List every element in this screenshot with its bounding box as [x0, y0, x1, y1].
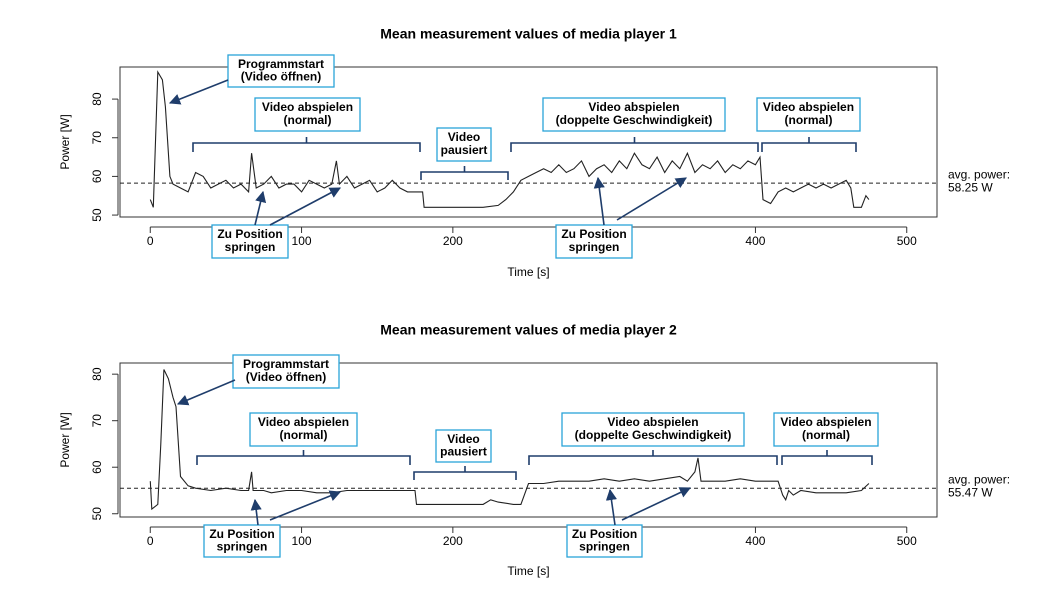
annotation-text: Programmstart [243, 357, 329, 371]
annotation-text: Zu Position [209, 527, 274, 541]
x-axis-label: Time [s] [507, 564, 549, 578]
chart-title: Mean measurement values of media player … [380, 322, 677, 338]
x-tick-label: 400 [745, 234, 765, 248]
y-tick-label: 80 [90, 367, 104, 381]
x-tick-label: 200 [443, 234, 463, 248]
y-axis-label: Power [W] [58, 114, 72, 169]
y-tick-label: 60 [90, 460, 104, 474]
annotation-text: Programmstart [238, 57, 324, 71]
annotation-box [555, 224, 633, 259]
arrow [621, 487, 692, 521]
annotation-box [773, 412, 879, 447]
arrow [616, 177, 687, 221]
annotation-box [436, 127, 492, 162]
annotation-text: (normal) [280, 428, 328, 442]
annotation-box [227, 54, 335, 88]
power-line [149, 369, 870, 511]
arrow [605, 488, 617, 526]
average-value: 55.47 W [948, 485, 993, 499]
annotation-text: Video [448, 130, 480, 144]
annotation-text: (normal) [785, 113, 833, 127]
x-tick-label: 500 [897, 534, 917, 548]
annotation-text: Video abspielen [780, 415, 871, 429]
arrow [250, 498, 262, 526]
x-tick-label: 100 [292, 234, 312, 248]
annotation-text: Video abspielen [607, 415, 698, 429]
annotation-text: springen [569, 240, 620, 254]
bracket [528, 450, 778, 465]
annotation-text: (normal) [802, 428, 850, 442]
annotation-text: Zu Position [572, 527, 637, 541]
annotation-box [435, 429, 492, 463]
annotation-box [203, 524, 281, 558]
y-tick-label: 60 [90, 169, 104, 183]
bracket [510, 137, 759, 152]
annotation-text: (normal) [284, 113, 332, 127]
y-tick-label: 50 [90, 208, 104, 222]
annotation-text: (doppelte Geschwindigkeit) [575, 428, 732, 442]
annotation-text: Video abspielen [262, 100, 353, 114]
annotation-text: Video abspielen [763, 100, 854, 114]
x-axis-label: Time [s] [507, 265, 549, 279]
annotation-text: Zu Position [561, 227, 626, 241]
x-tick-label: 100 [292, 534, 312, 548]
y-tick-label: 80 [90, 92, 104, 106]
annotation-text: Zu Position [217, 227, 282, 241]
average-label: avg. power: [948, 167, 1010, 181]
x-tick-label: 0 [147, 534, 154, 548]
annotation-text: Video [447, 432, 479, 446]
y-tick-label: 70 [90, 131, 104, 145]
bracket [420, 166, 509, 180]
y-axis-label: Power [W] [58, 412, 72, 467]
x-tick-label: 400 [745, 534, 765, 548]
arrow [168, 79, 229, 105]
annotation-box [249, 412, 358, 447]
y-tick-label: 70 [90, 414, 104, 428]
annotation-text: pausiert [441, 143, 488, 157]
arrow [269, 490, 342, 521]
annotation-box [566, 524, 643, 558]
annotation-text: Video abspielen [258, 415, 349, 429]
plot-frame [119, 362, 938, 518]
arrow [593, 176, 605, 226]
x-tick-label: 0 [147, 234, 154, 248]
annotation-box [561, 412, 745, 447]
annotation-box [254, 97, 361, 132]
annotation-box [542, 97, 726, 132]
annotation-text: (Video öffnen) [241, 70, 321, 84]
annotation-text: springen [225, 240, 276, 254]
y-tick-label: 50 [90, 507, 104, 521]
bracket [196, 450, 411, 465]
chart-title: Mean measurement values of media player … [380, 26, 677, 42]
bracket [761, 137, 857, 152]
annotation-text: pausiert [440, 445, 487, 459]
annotation-text: (Video öffnen) [246, 370, 326, 384]
bracket [781, 450, 873, 465]
annotation-box [756, 97, 861, 132]
arrow [176, 379, 236, 406]
bracket [192, 137, 421, 152]
plot-frame [119, 66, 938, 218]
annotation-text: (doppelte Geschwindigkeit) [556, 113, 713, 127]
x-tick-label: 500 [897, 234, 917, 248]
annotation-text: springen [217, 540, 268, 554]
annotation-text: Video abspielen [588, 100, 679, 114]
bracket [413, 466, 517, 480]
average-label: avg. power: [948, 472, 1010, 486]
annotation-box [211, 224, 289, 259]
arrow [254, 190, 267, 226]
annotation-box [232, 354, 340, 389]
arrow [269, 187, 341, 226]
annotation-text: springen [579, 540, 630, 554]
average-value: 58.25 W [948, 180, 993, 194]
x-tick-label: 200 [443, 534, 463, 548]
power-line [149, 70, 870, 208]
